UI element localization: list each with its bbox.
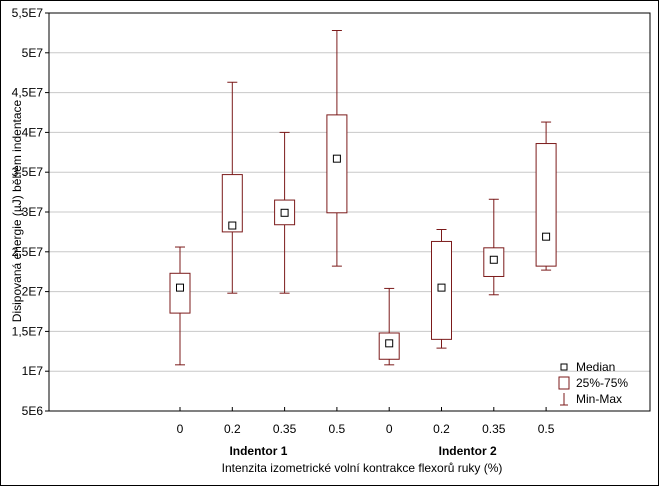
legend-median-symbol — [560, 363, 568, 371]
y-tick-label: 1E7 — [22, 364, 44, 378]
median-marker — [385, 339, 394, 348]
box-iqr — [535, 143, 557, 267]
y-axis-ticks: 5E6 1E7 1,5E7 2E7 2,5E7 3E7 3,5E7 4E7 4,5E7 5E7 5,… — [12, 6, 49, 418]
legend-label: Median — [576, 360, 615, 374]
x-tick-label: 0.5 — [538, 422, 555, 436]
x-axis-title: Intenzita izometrické volní kontrakce fl… — [222, 461, 503, 475]
x-axis-ticks: 0 0.2 0.35 0.5 0 0.2 0.35 0.5 — [177, 407, 555, 436]
y-tick-label: 5E7 — [22, 46, 44, 60]
y-tick-label: 4E7 — [22, 125, 44, 139]
y-tick-label: 5,5E7 — [12, 6, 44, 20]
group-labels: Indentor 1 Indentor 2 — [229, 444, 497, 458]
box-iqr — [169, 272, 191, 314]
y-tick-label: 4,5E7 — [12, 86, 44, 100]
group-label: Indentor 1 — [229, 444, 287, 458]
median-marker — [332, 154, 341, 163]
grid-lines — [49, 52, 650, 372]
legend-label: Min-Max — [576, 392, 622, 406]
box-series — [169, 30, 557, 366]
median-marker — [542, 232, 551, 241]
legend-label: 25%-75% — [576, 376, 628, 390]
legend-box-symbol — [558, 376, 570, 390]
x-tick-label: 0 — [177, 422, 184, 436]
x-tick-label: 0.35 — [273, 422, 297, 436]
median-marker — [280, 208, 289, 217]
box-iqr — [326, 114, 348, 214]
y-tick-label: 3,5E7 — [12, 165, 44, 179]
x-tick-label: 0.2 — [433, 422, 450, 436]
median-marker — [437, 283, 446, 292]
median-marker — [228, 221, 237, 230]
y-tick-label: 3E7 — [22, 205, 44, 219]
y-tick-label: 5E6 — [22, 404, 44, 418]
box-iqr — [221, 174, 243, 233]
median-marker — [176, 283, 184, 292]
y-tick-label: 1,5E7 — [12, 324, 44, 338]
x-tick-label: 0.2 — [224, 422, 241, 436]
y-tick-label: 2,5E7 — [12, 245, 44, 259]
x-tick-label: 0.5 — [329, 422, 346, 436]
x-tick-label: 0.35 — [482, 422, 506, 436]
x-tick-label: 0 — [386, 422, 393, 436]
legend: Median 25%-75% Min-Max — [558, 360, 628, 406]
y-tick-label: 2E7 — [22, 285, 44, 299]
group-label: Indentor 2 — [439, 444, 497, 458]
y-axis-title: Disipovaná energie (µJ) během indentace — [10, 99, 24, 322]
median-marker — [489, 255, 498, 264]
